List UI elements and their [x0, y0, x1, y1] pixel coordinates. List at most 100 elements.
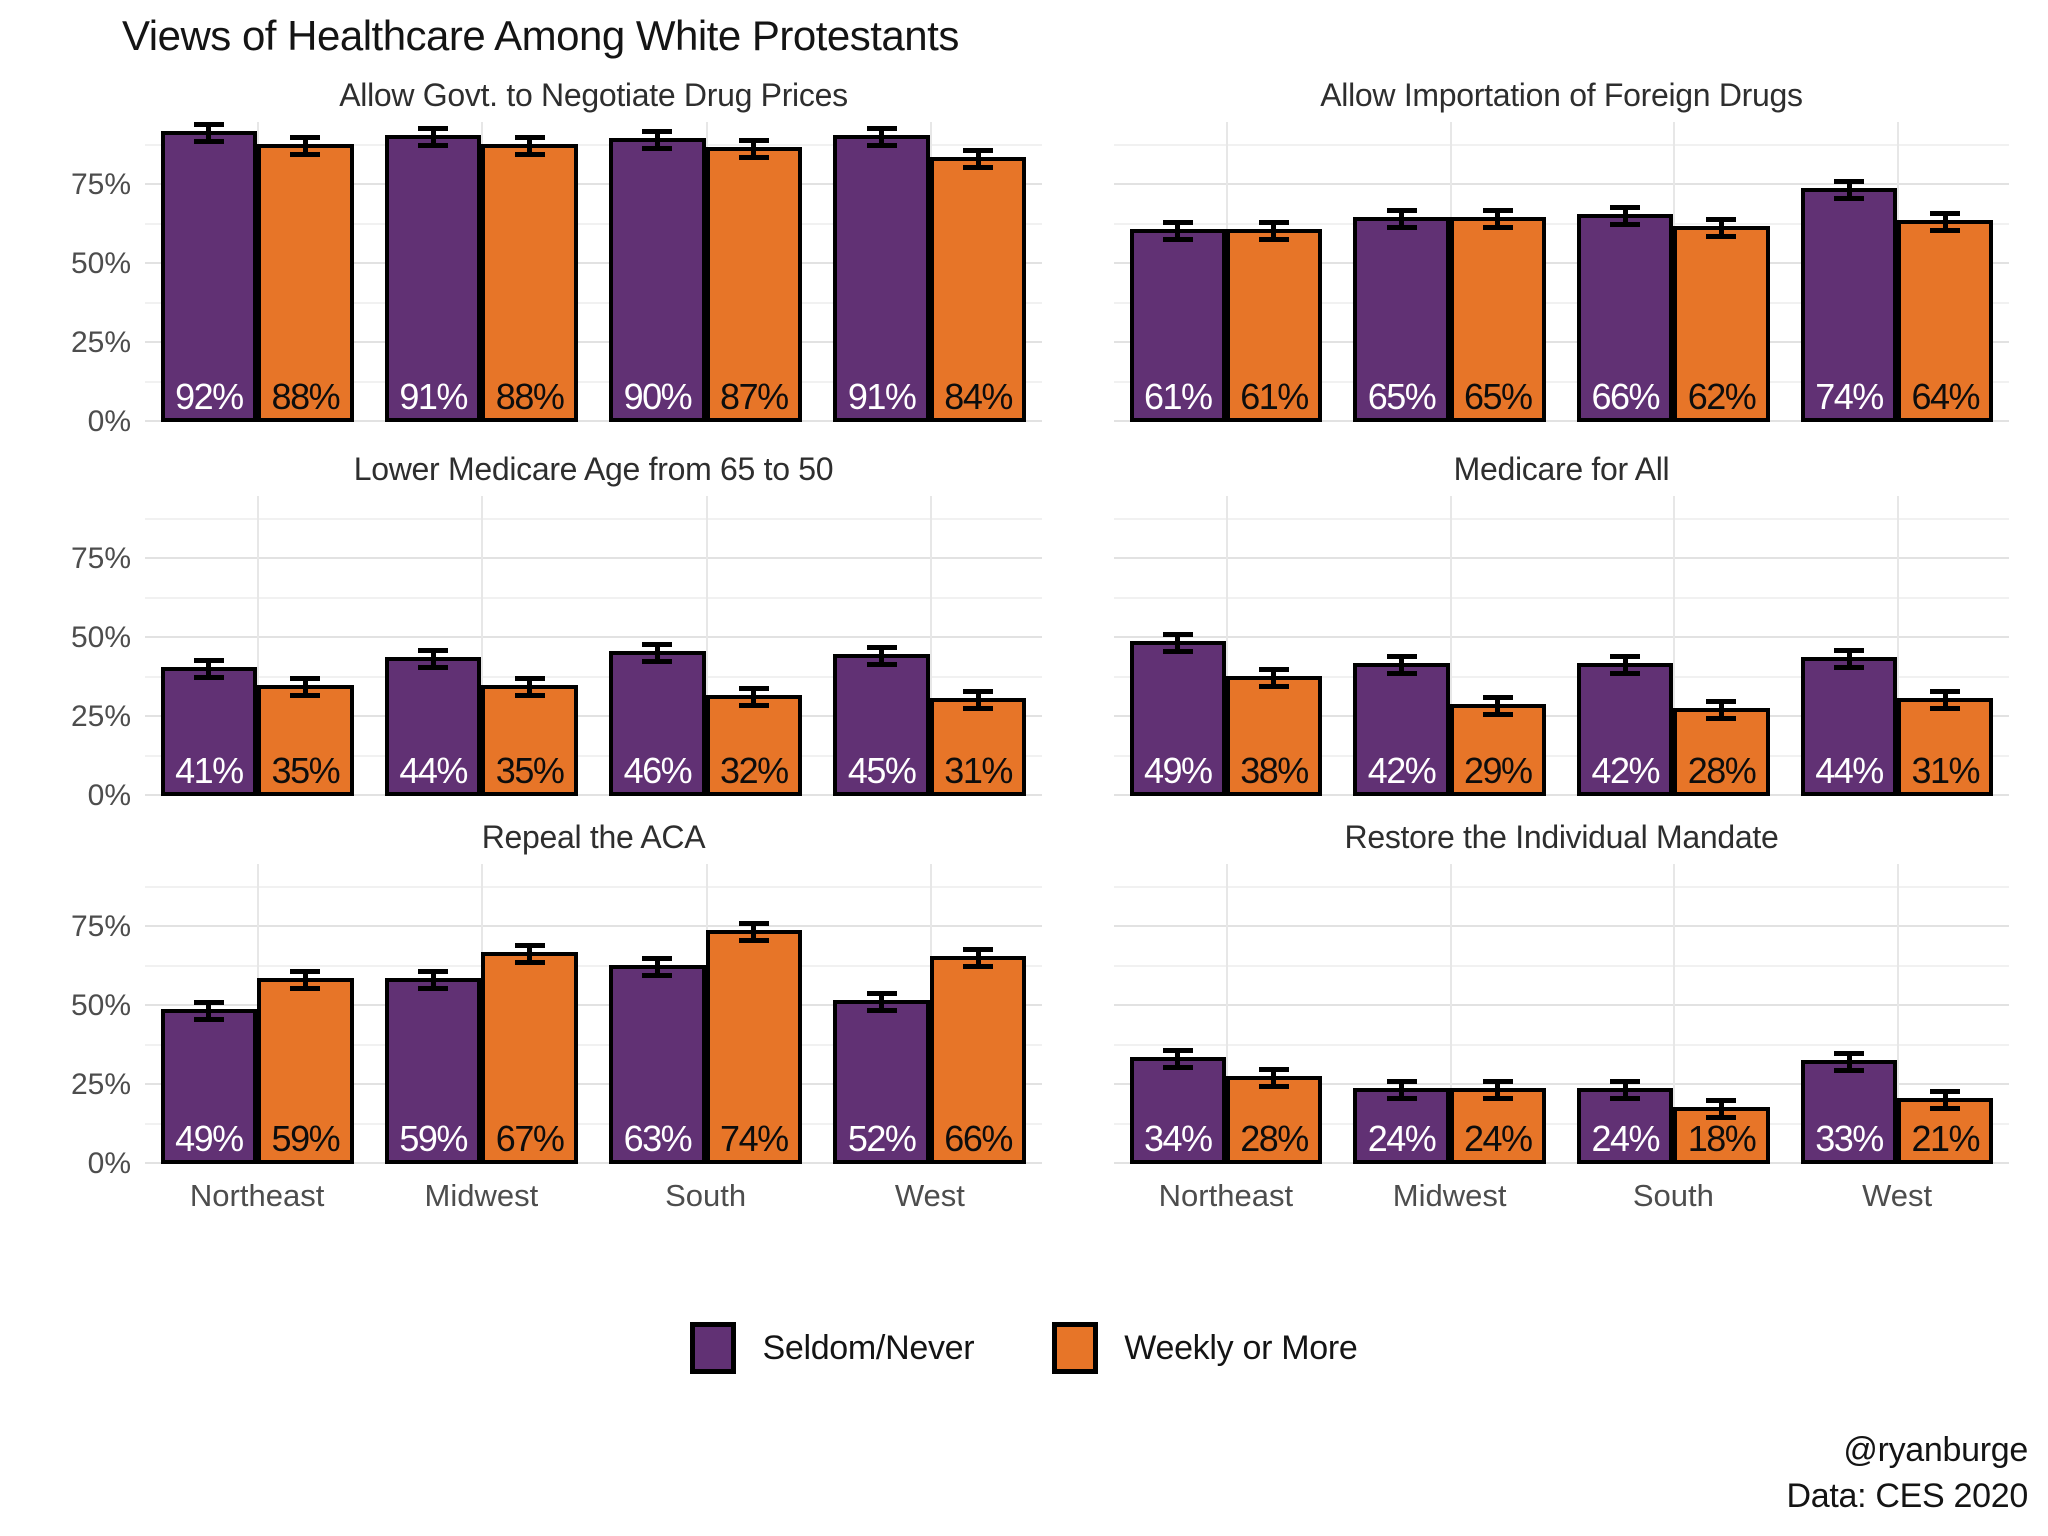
error-bar-stem [1271, 225, 1277, 238]
error-bar-stem [527, 948, 533, 961]
bar-value-label: 65% [1367, 376, 1437, 417]
bar-seldom-never: 91% [833, 125, 930, 422]
attribution-handle: @ryanburge [1843, 1431, 2028, 1469]
bar-weekly-or-more: 38% [1225, 667, 1323, 796]
error-bar-cap [418, 648, 449, 654]
error-bar-cap [290, 152, 321, 158]
bar-group-south: 24% 18% [1562, 864, 1786, 1164]
error-bar [1706, 1098, 1737, 1121]
error-bar-cap [290, 676, 321, 682]
x-axis-label: Northeast [1158, 1178, 1294, 1213]
error-bar-cap [1834, 1050, 1865, 1056]
error-bar-stem [654, 133, 660, 146]
gridline-minor [1114, 301, 2009, 304]
bar-group-northeast: 61% 61% [1114, 122, 1338, 422]
error-bar-stem [1495, 1084, 1501, 1097]
error-bar-cap [1834, 648, 1865, 654]
bar-weekly-or-more: 21% [1897, 1088, 1994, 1164]
error-bar [1482, 695, 1513, 718]
bar-value-label: 90% [623, 376, 693, 417]
y-axis-tick-label: 0% [87, 405, 131, 438]
gridline-major [1114, 420, 2009, 422]
error-bar-stem [302, 140, 308, 153]
error-bar-cap [963, 689, 994, 695]
error-bar-cap [193, 1017, 224, 1023]
error-bar [418, 125, 449, 148]
error-bar-cap [738, 702, 769, 708]
bar-value-label: 65% [1463, 376, 1533, 417]
error-bar [642, 128, 673, 151]
gridline-major [145, 183, 1042, 186]
bar-seldom-never: 66% [1577, 204, 1674, 422]
error-bar [1482, 207, 1513, 230]
bar-value-label: 24% [1463, 1118, 1533, 1159]
facet-grid: Allow Govt. to Negotiate Drug Prices 92% 8… [55, 72, 2009, 1220]
error-bar-cap [1258, 220, 1289, 226]
bar-weekly-or-more: 65% [1449, 207, 1546, 422]
error-bar-stem [302, 681, 308, 694]
error-bar-stem [879, 649, 885, 662]
error-bar-stem [1942, 694, 1948, 707]
facet-plot: 61% 61% 65% 65% 66% 62% 74% 64% [1114, 122, 2009, 422]
bar-seldom-never: 49% [1129, 632, 1226, 796]
gridline-vertical [257, 496, 260, 796]
error-bar-cap [1706, 1098, 1737, 1104]
gridline-minor [1114, 596, 2009, 599]
error-bar [1834, 179, 1865, 202]
bar-seldom-never: 90% [609, 128, 706, 422]
gridline-major [145, 557, 1042, 560]
error-bar-cap [1482, 1079, 1513, 1085]
facet-plot: 92% 88% 91% 88% 90% 87% 91% 84% [145, 122, 1042, 422]
error-bar [193, 122, 224, 145]
error-bar-cap [290, 135, 321, 141]
gridline-minor [1114, 517, 2009, 520]
bar-group-south: 90% 87% [594, 122, 818, 422]
bar-seldom-never: 41% [160, 657, 258, 796]
error-bar-cap [1386, 1096, 1417, 1102]
bar-value-label: 29% [1463, 750, 1533, 791]
bar-value-label: 24% [1367, 1118, 1437, 1159]
bar-value-label: 38% [1240, 750, 1309, 791]
error-bar [642, 641, 673, 664]
error-bar-stem [751, 926, 757, 939]
error-bar [1930, 1088, 1961, 1111]
error-bar-cap [193, 674, 224, 680]
error-bar [1706, 217, 1737, 240]
bar-value-label: 59% [271, 1118, 341, 1159]
attribution: @ryanburge Data: CES 2020 [1786, 1428, 2028, 1520]
gridline-major [145, 341, 1042, 344]
facet-title: Restore the Individual Mandate [1344, 819, 1779, 855]
bar-value-label: 64% [1911, 376, 1980, 417]
error-bar-cap [738, 921, 769, 927]
gridline-major [1114, 1162, 2009, 1164]
gridline-major [1114, 715, 2009, 718]
bar-seldom-never: 61% [1129, 220, 1226, 422]
x-axis-label: Midwest [424, 1178, 539, 1213]
error-bar-cap [1162, 220, 1193, 226]
error-bar-stem [1942, 1093, 1948, 1106]
bar-value-label: 61% [1143, 376, 1213, 417]
gridline-major [1114, 262, 2009, 265]
error-bar-cap [1482, 224, 1513, 230]
gridline-vertical [705, 496, 708, 796]
error-bar-cap [642, 973, 673, 979]
bar-seldom-never: 92% [160, 122, 258, 422]
bar-value-label: 45% [847, 750, 917, 791]
bar-value-label: 35% [495, 750, 565, 791]
bar-value-label: 42% [1591, 750, 1660, 791]
error-bar [1930, 210, 1961, 233]
error-bar-cap [418, 142, 449, 148]
bar-weekly-or-more: 74% [705, 921, 803, 1164]
bar-group-northeast: 34% 28% [1114, 864, 1338, 1164]
gridline-minor [1114, 1122, 2009, 1125]
error-bar-cap [866, 644, 897, 650]
gridline-minor [1114, 380, 2009, 383]
gridline-minor [145, 885, 1042, 888]
gridline-minor [145, 517, 1042, 520]
attribution-source: Data: CES 2020 [1786, 1476, 2028, 1515]
error-bar [1386, 207, 1417, 230]
error-bar-stem [879, 995, 885, 1008]
x-axis-label: Midwest [1392, 1178, 1507, 1213]
bar-seldom-never: 44% [384, 648, 482, 796]
bar-value-label: 49% [175, 1118, 244, 1159]
